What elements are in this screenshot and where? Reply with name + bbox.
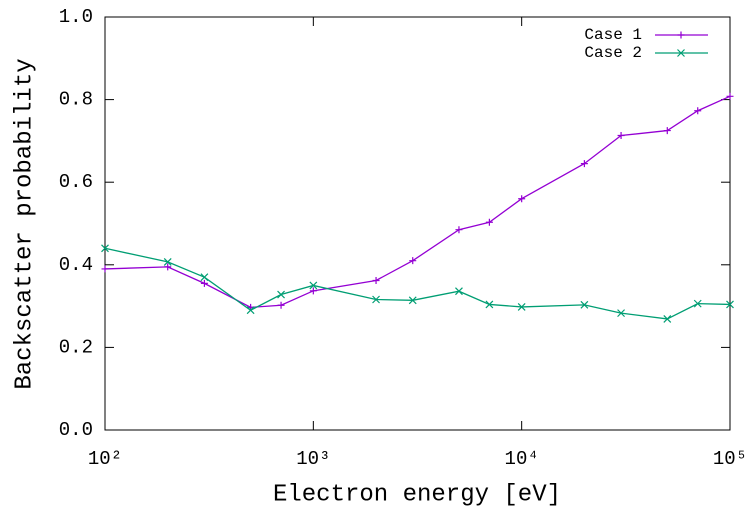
legend-label: Case 2	[584, 44, 642, 62]
point-marker	[200, 273, 209, 282]
plot-frame	[104, 16, 731, 431]
series-line	[104, 247, 731, 320]
point-marker	[101, 265, 109, 273]
y-tick-label: 0.4	[59, 254, 93, 276]
y-tick-label: 0.0	[59, 419, 93, 441]
point-marker	[617, 132, 625, 140]
legend-label: Case 1	[584, 26, 642, 44]
x-tick-label: 10⁴	[505, 448, 539, 470]
point-marker	[677, 31, 685, 39]
point-marker	[677, 49, 685, 57]
point-marker	[409, 257, 417, 265]
point-marker	[372, 295, 380, 304]
series-line	[104, 95, 731, 309]
point-marker	[246, 306, 255, 315]
point-marker	[580, 160, 588, 168]
point-marker	[580, 300, 589, 309]
point-marker	[517, 303, 526, 311]
y-tick-label: 0.6	[59, 171, 93, 193]
point-marker	[277, 290, 285, 299]
x-tick-label: 10²	[88, 448, 122, 470]
point-marker	[277, 301, 285, 309]
point-marker	[663, 127, 671, 135]
point-marker	[726, 92, 734, 100]
point-marker	[693, 299, 702, 308]
x-axis-label: Electron energy [eV]	[273, 481, 561, 508]
point-marker	[309, 287, 317, 295]
point-marker	[372, 276, 380, 284]
point-marker	[485, 300, 494, 309]
point-marker	[164, 263, 172, 271]
point-marker	[694, 107, 702, 115]
x-tick-label: 10³	[296, 448, 330, 470]
point-marker	[455, 226, 463, 234]
point-marker	[617, 309, 625, 318]
point-marker	[663, 314, 672, 323]
y-tick-label: 0.8	[59, 89, 93, 111]
y-axis-label: Backscatter probability	[11, 58, 38, 389]
x-tick-label: 10⁵	[713, 448, 747, 470]
y-tick-label: 0.2	[59, 336, 93, 358]
point-marker	[455, 287, 463, 296]
point-marker	[101, 244, 109, 253]
point-marker	[518, 195, 526, 203]
point-marker	[408, 296, 417, 305]
point-marker	[163, 257, 172, 266]
point-marker	[309, 281, 318, 290]
point-marker	[726, 300, 734, 309]
point-marker	[485, 218, 493, 226]
point-marker	[200, 279, 208, 287]
y-tick-label: 1.0	[59, 6, 93, 28]
